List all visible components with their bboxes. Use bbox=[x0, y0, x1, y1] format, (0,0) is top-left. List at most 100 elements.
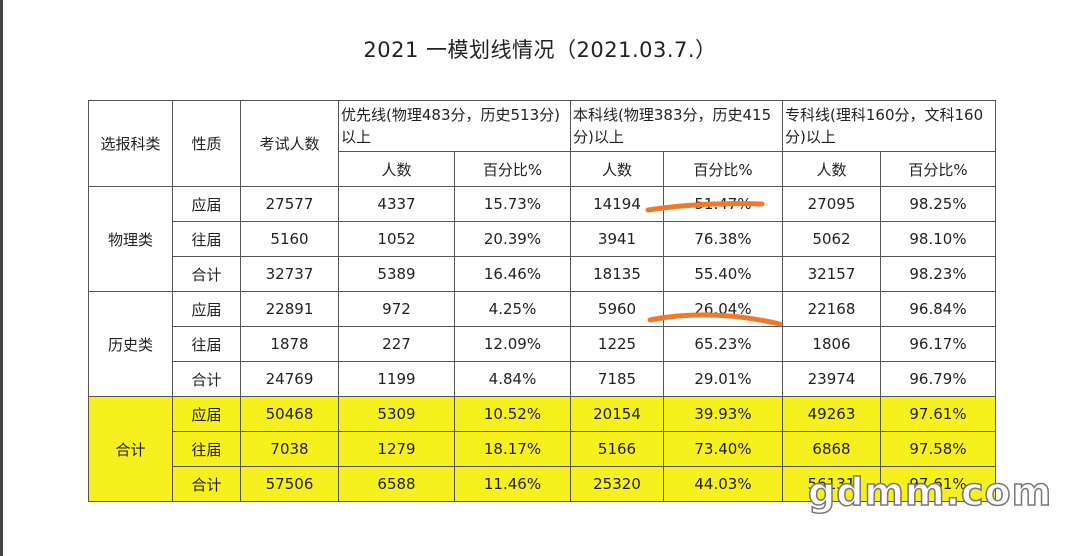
data-cell: 1279 bbox=[338, 431, 455, 467]
data-cell: 23974 bbox=[782, 361, 881, 397]
data-cell: 5960 bbox=[570, 291, 664, 327]
data-cell: 4.25% bbox=[454, 291, 571, 327]
data-cell: 15.73% bbox=[454, 186, 571, 222]
data-row: 历史类 应届 22891 972 4.25% 5960 26.04% 22168 96.84% bbox=[88, 291, 996, 397]
data-cell: 1199 bbox=[338, 361, 455, 397]
data-cell: 27095 bbox=[782, 186, 881, 222]
data-cell: 20.39% bbox=[454, 221, 571, 257]
data-cell: 56131 bbox=[782, 466, 881, 502]
data-cell: 往届 bbox=[172, 431, 241, 467]
watermark: gdmm.com bbox=[807, 469, 1053, 515]
data-cell: 50468 bbox=[240, 396, 339, 432]
data-cell: 合计 bbox=[172, 466, 241, 502]
data-cell: 应届 bbox=[172, 186, 241, 222]
data-cell: 73.40% bbox=[663, 431, 783, 467]
title: 2021 一模划线情况（2021.03.7.） bbox=[363, 38, 717, 62]
data-cell: 合计 bbox=[172, 256, 241, 292]
data-cell: 1225 bbox=[570, 326, 664, 362]
data-cell: 10.52% bbox=[454, 396, 571, 432]
highlight-strokes bbox=[645, 201, 783, 327]
data-cell: 12.09% bbox=[454, 326, 571, 362]
data-row: 往届 7038 1279 18.17% 5166 73.40% 6868 97.58% bbox=[89, 431, 996, 467]
data-cell: 65.23% bbox=[663, 326, 783, 362]
data-cell: 18.17% bbox=[454, 431, 571, 467]
data-cell: 往届 bbox=[172, 221, 241, 257]
header-cell: 百分比% bbox=[663, 151, 783, 187]
data-cell: 5166 bbox=[570, 431, 664, 467]
data-cell: 7038 bbox=[240, 431, 339, 467]
data-cell: 22891 bbox=[240, 291, 339, 327]
data-cell: 11.46% bbox=[454, 466, 571, 502]
header-cell: 百分比% bbox=[880, 151, 996, 187]
data-cell: 18135 bbox=[570, 256, 664, 292]
score-table: 选报科类 性质 考试人数 优先线(物理483分，历史513分)以上 本科线(物理… bbox=[88, 100, 996, 502]
data-cell: 1806 bbox=[782, 326, 881, 362]
data-cell: 55.40% bbox=[663, 256, 783, 292]
data-row: 往届 1878 227 12.09% 1225 65.23% 1806 96.17% bbox=[89, 326, 996, 362]
data-cell: 1878 bbox=[240, 326, 339, 362]
data-row: 往届 5160 1052 20.39% 3941 76.38% 5062 98.10% bbox=[89, 221, 996, 257]
data-cell: 7185 bbox=[570, 361, 664, 397]
data-cell: 96.84% bbox=[880, 291, 996, 327]
data-cell: 98.10% bbox=[880, 221, 996, 257]
header-cell: 百分比% bbox=[454, 151, 571, 187]
data-row: 物理类 应届 27577 4337 15.73% 14194 51.47% 27095 98.2… bbox=[88, 186, 996, 292]
underline bbox=[645, 201, 765, 213]
data-cell: 96.79% bbox=[880, 361, 996, 397]
data-cell: 6868 bbox=[782, 431, 881, 467]
group-cell: 物理类 bbox=[88, 186, 173, 292]
data-cell: 57506 bbox=[240, 466, 339, 502]
data-cell: 应届 bbox=[172, 396, 241, 432]
data-cell: 97.58% bbox=[880, 431, 996, 467]
data-cell: 25320 bbox=[570, 466, 664, 502]
data-cell: 5389 bbox=[338, 256, 455, 292]
data-cell: 16.46% bbox=[454, 256, 571, 292]
data-cell: 4.84% bbox=[454, 361, 571, 397]
data-row: 合计 应届 50468 5309 10.52% 20154 39.93% 49263 97.61… bbox=[88, 396, 996, 502]
group-cell: 合计 bbox=[88, 396, 173, 502]
data-cell: 76.38% bbox=[663, 221, 783, 257]
data-cell: 32157 bbox=[782, 256, 881, 292]
data-cell: 合计 bbox=[172, 361, 241, 397]
header-cell: 选报科类 bbox=[88, 100, 173, 187]
header-cell: 考试人数 bbox=[240, 100, 339, 187]
data-cell: 49263 bbox=[782, 396, 881, 432]
data-cell: 98.23% bbox=[880, 256, 996, 292]
data-cell: 5160 bbox=[240, 221, 339, 257]
header-cell: 本科线(物理383分，历史415分)以上 bbox=[570, 100, 783, 152]
data-cell: 29.01% bbox=[663, 361, 783, 397]
data-cell: 972 bbox=[338, 291, 455, 327]
data-cell: 4337 bbox=[338, 186, 455, 222]
table-body: 选报科类 性质 考试人数 优先线(物理483分，历史513分)以上 本科线(物理… bbox=[88, 100, 996, 502]
data-cell: 98.25% bbox=[880, 186, 996, 222]
data-cell: 5309 bbox=[338, 396, 455, 432]
data-cell: 14194 bbox=[570, 186, 664, 222]
header-cell: 优先线(物理483分，历史513分)以上 bbox=[338, 100, 571, 152]
data-row: 合计 32737 5389 16.46% 18135 55.40% 32157 98.23% bbox=[89, 256, 996, 292]
data-cell: 22168 bbox=[782, 291, 881, 327]
header-row: 选报科类 性质 考试人数 优先线(物理483分，历史513分)以上 本科线(物理… bbox=[88, 100, 996, 187]
header-cell: 人数 bbox=[338, 151, 455, 187]
data-cell: 24769 bbox=[240, 361, 339, 397]
data-cell: 20154 bbox=[570, 396, 664, 432]
data-row: 合计 57506 6588 11.46% 25320 44.03% 56131 97.61% bbox=[89, 466, 996, 502]
header-cell: 性质 bbox=[172, 100, 241, 187]
data-cell: 1052 bbox=[338, 221, 455, 257]
data-cell: 97.61% bbox=[880, 396, 996, 432]
screen-edge bbox=[0, 0, 3, 556]
data-cell: 96.17% bbox=[880, 326, 996, 362]
data-cell: 27577 bbox=[240, 186, 339, 222]
header-cell: 人数 bbox=[570, 151, 664, 187]
data-cell: 6588 bbox=[338, 466, 455, 502]
data-cell: 39.93% bbox=[663, 396, 783, 432]
underline bbox=[647, 312, 783, 327]
data-cell: 97.61% bbox=[880, 466, 996, 502]
subheader-row: 人数 百分比% 人数 百分比% 人数 百分比% bbox=[89, 151, 996, 187]
data-cell: 44.03% bbox=[663, 466, 783, 502]
data-cell: 5062 bbox=[782, 221, 881, 257]
data-row: 合计 24769 1199 4.84% 7185 29.01% 23974 96.79% bbox=[89, 361, 996, 397]
data-cell: 3941 bbox=[570, 221, 664, 257]
data-cell: 往届 bbox=[172, 326, 241, 362]
data-cell: 227 bbox=[338, 326, 455, 362]
